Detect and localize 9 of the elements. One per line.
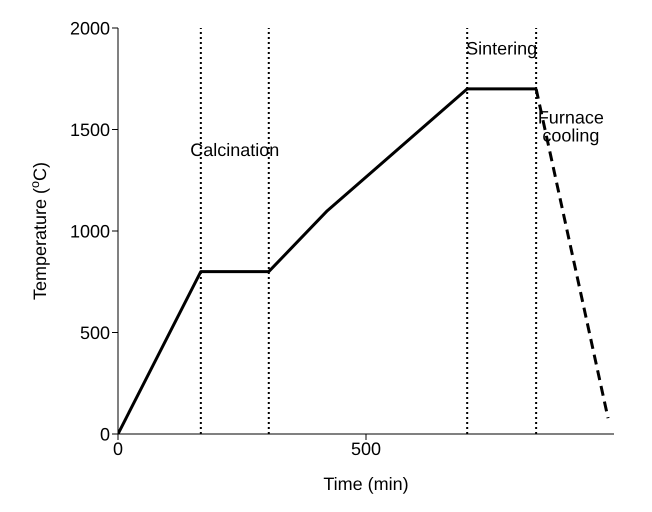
annotation: Sintering [466, 38, 538, 59]
y-tick-label: 0 [100, 424, 110, 444]
y-tick-label: 1500 [70, 120, 110, 140]
y-tick-label: 1000 [70, 221, 110, 242]
annotation: Furnace cooling [538, 107, 604, 146]
y-tick-label: 500 [80, 322, 110, 343]
x-axis-title: Time (min) [323, 474, 409, 494]
annotation: Calcination [190, 140, 280, 160]
y-tick-label: 2000 [70, 18, 110, 38]
